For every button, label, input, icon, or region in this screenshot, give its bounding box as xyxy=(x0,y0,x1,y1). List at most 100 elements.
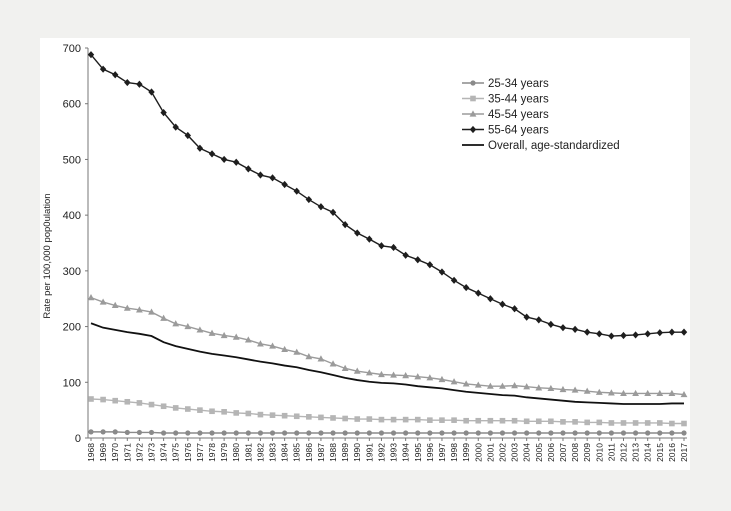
data-point xyxy=(680,390,688,398)
data-point xyxy=(136,306,143,313)
data-point xyxy=(620,430,627,436)
y-tick-label: 400 xyxy=(63,210,81,222)
data-point xyxy=(233,430,239,436)
x-tick-label: 1993 xyxy=(389,443,399,462)
data-point xyxy=(608,332,615,340)
data-point xyxy=(390,371,397,378)
data-point xyxy=(462,283,470,292)
y-tick-label: 100 xyxy=(63,377,81,389)
data-point xyxy=(208,329,216,336)
data-point xyxy=(123,304,131,311)
data-point xyxy=(474,381,482,388)
data-point xyxy=(378,416,385,423)
data-point xyxy=(620,389,627,397)
data-point xyxy=(560,419,566,425)
data-point xyxy=(100,429,106,435)
data-point xyxy=(463,417,469,424)
data-point xyxy=(402,416,409,423)
x-tick-label: 2011 xyxy=(606,443,616,462)
data-point xyxy=(185,406,191,412)
data-point xyxy=(426,261,434,269)
data-point xyxy=(571,386,579,393)
data-point xyxy=(185,430,191,436)
data-point xyxy=(269,430,276,436)
data-point xyxy=(620,420,627,426)
data-point xyxy=(330,415,336,421)
data-point xyxy=(499,430,506,436)
x-tick-label: 1980 xyxy=(231,443,241,462)
data-point xyxy=(220,331,228,339)
data-point xyxy=(438,375,446,383)
data-point xyxy=(463,430,469,436)
x-tick-label: 2002 xyxy=(497,443,507,462)
data-point xyxy=(245,410,252,417)
x-tick-label: 1985 xyxy=(292,443,302,462)
data-point xyxy=(293,187,300,195)
data-point xyxy=(547,384,555,392)
data-point xyxy=(681,430,687,436)
data-point xyxy=(196,326,204,333)
data-point xyxy=(269,174,276,182)
data-point xyxy=(559,385,567,393)
data-point xyxy=(572,419,578,425)
data-point xyxy=(535,384,543,391)
x-tick-label: 2007 xyxy=(558,443,568,462)
x-tick-label: 2006 xyxy=(546,443,556,462)
data-point xyxy=(596,330,603,338)
data-point xyxy=(329,360,337,367)
data-point xyxy=(427,417,433,423)
legend-item: Overall, age-standardized xyxy=(462,140,620,152)
data-point xyxy=(353,367,361,374)
data-point xyxy=(99,65,107,73)
x-tick-label: 1974 xyxy=(159,443,169,462)
x-tick-label: 1997 xyxy=(437,443,447,462)
data-point xyxy=(112,397,119,404)
data-point xyxy=(318,430,324,436)
data-point xyxy=(99,298,107,305)
data-point xyxy=(632,430,639,436)
data-point xyxy=(257,411,264,418)
data-point xyxy=(317,203,325,211)
legend-label: Overall, age-standardized xyxy=(488,140,620,152)
x-tick-label: 1971 xyxy=(122,443,132,462)
data-point xyxy=(596,419,603,426)
data-point xyxy=(148,429,155,436)
data-point xyxy=(511,305,518,313)
y-tick-label: 700 xyxy=(63,43,81,55)
data-point xyxy=(184,322,192,330)
x-tick-label: 1975 xyxy=(171,443,181,462)
data-point xyxy=(414,373,422,380)
data-point xyxy=(511,382,518,389)
data-point xyxy=(341,364,349,371)
y-tick-label: 200 xyxy=(63,322,81,334)
data-point xyxy=(535,418,542,425)
legend-label: 25-34 years xyxy=(488,78,549,90)
data-point xyxy=(160,314,168,321)
data-point xyxy=(584,430,590,436)
data-point xyxy=(209,430,215,436)
data-point xyxy=(632,389,639,397)
data-point xyxy=(414,416,421,423)
data-point xyxy=(112,71,119,79)
data-point xyxy=(378,242,385,250)
data-point xyxy=(257,171,264,179)
x-tick-label: 2003 xyxy=(510,443,520,462)
data-point xyxy=(197,407,203,413)
data-point xyxy=(595,388,603,395)
data-point xyxy=(499,382,506,389)
data-point xyxy=(209,408,215,415)
x-tick-label: 2016 xyxy=(667,443,677,462)
data-point xyxy=(172,123,179,131)
x-tick-label: 1984 xyxy=(280,443,290,462)
data-point xyxy=(88,396,94,402)
data-point xyxy=(451,430,457,436)
data-point xyxy=(378,430,385,436)
data-point xyxy=(244,336,252,343)
data-point xyxy=(220,155,228,164)
y-tick-label: 500 xyxy=(63,154,81,166)
data-point xyxy=(583,387,591,394)
data-point xyxy=(548,418,554,425)
data-point xyxy=(269,412,276,418)
data-point xyxy=(124,398,131,405)
data-point xyxy=(644,330,651,338)
